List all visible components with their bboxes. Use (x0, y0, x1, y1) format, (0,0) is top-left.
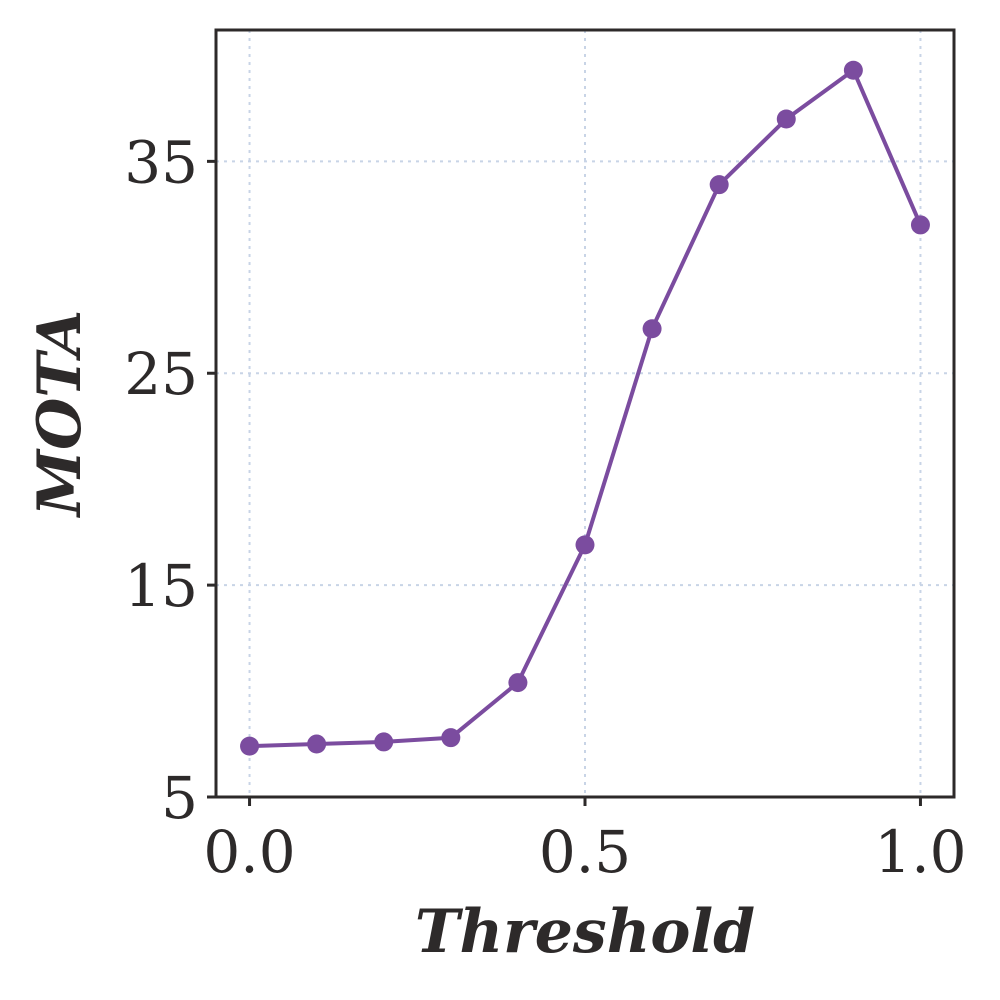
y-tick-label: 25 (124, 340, 198, 408)
y-tick-label: 15 (124, 552, 198, 620)
y-tick-label: 5 (161, 764, 198, 832)
plot-frame (214, 28, 956, 799)
x-axis-label: Threshold (415, 897, 755, 967)
series-mota (240, 60, 930, 756)
y-axis-label: MOTA (25, 310, 95, 519)
x-tick-label: 0.0 (203, 818, 295, 886)
axis-ticks: 0.0 0.5 1.0 5 15 25 35 (124, 128, 966, 886)
x-tick-label: 1.0 (874, 818, 966, 886)
data-point (508, 673, 528, 693)
data-point (910, 215, 930, 235)
data-point (441, 728, 461, 748)
data-point (776, 109, 796, 129)
x-tick-label: 0.5 (539, 818, 631, 886)
data-point (642, 319, 662, 339)
data-point (575, 535, 595, 555)
data-point (307, 734, 327, 754)
data-point (240, 736, 260, 756)
y-tick-label: 35 (124, 128, 198, 196)
data-point (843, 60, 863, 80)
grid-lines (216, 30, 954, 797)
data-point (374, 732, 394, 752)
data-point (709, 175, 729, 195)
